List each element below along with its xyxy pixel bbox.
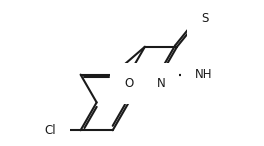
Text: O: O (124, 77, 133, 90)
Text: NH: NH (195, 68, 213, 81)
Text: Cl: Cl (44, 124, 55, 137)
Text: N: N (157, 77, 165, 90)
Text: S: S (201, 12, 209, 25)
